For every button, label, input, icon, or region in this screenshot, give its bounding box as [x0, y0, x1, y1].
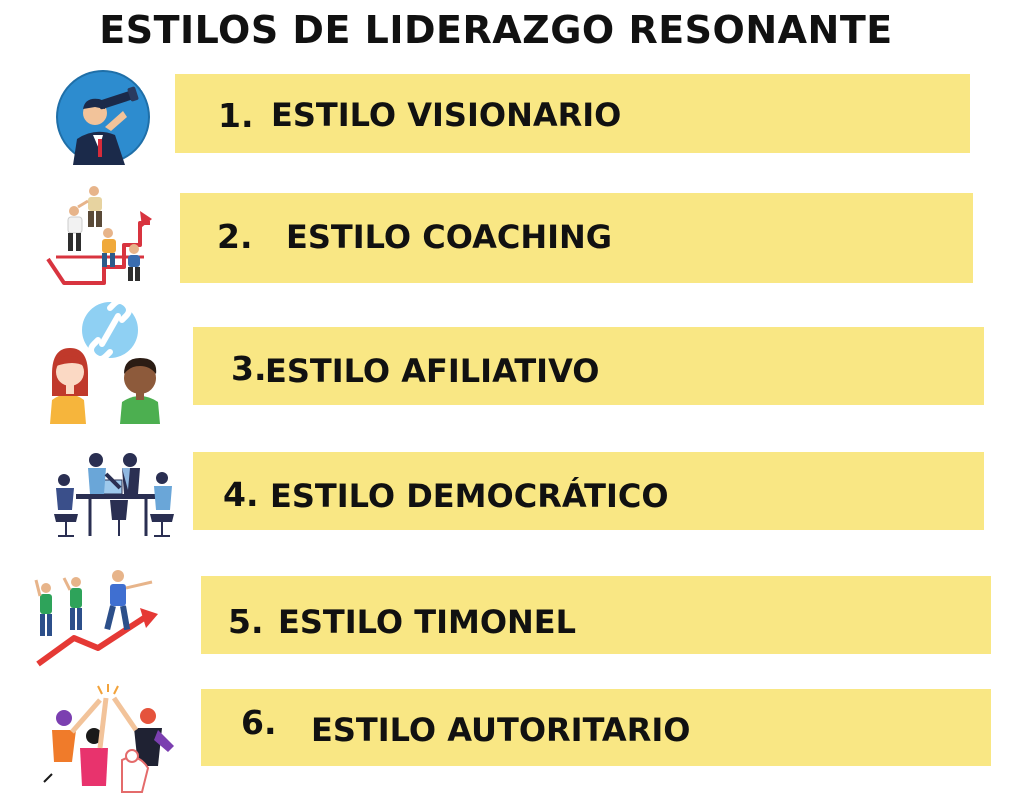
item-label: ESTILO AUTORITARIO [311, 711, 691, 749]
item-label: ESTILO AFILIATIVO [265, 352, 600, 390]
style-item-afiliativo: 3. ESTILO AFILIATIVO [193, 327, 984, 405]
item-number: 5. [228, 602, 264, 641]
coaching-stairs-icon [46, 186, 152, 285]
item-label: ESTILO VISIONARIO [271, 96, 622, 134]
item-label: ESTILO DEMOCRÁTICO [270, 477, 669, 515]
item-label: ESTILO COACHING [286, 218, 613, 256]
item-number: 2. [217, 217, 253, 256]
item-number: 3. [231, 349, 267, 388]
affiliative-link-icon [50, 300, 160, 424]
page-title: ESTILOS DE LIDERAZGO RESONANTE [99, 8, 893, 52]
style-item-autoritario: 6. ESTILO AUTORITARIO [201, 689, 991, 766]
style-item-timonel: 5. ESTILO TIMONEL [201, 576, 991, 654]
style-item-democratico: 4. ESTILO DEMOCRÁTICO [193, 452, 984, 530]
item-number: 4. [223, 475, 259, 514]
item-number: 6. [241, 703, 277, 742]
democratic-meeting-icon [54, 453, 174, 537]
item-label: ESTILO TIMONEL [278, 603, 577, 641]
visionary-spyglass-icon [56, 70, 150, 165]
authoritative-highfive-icon [43, 684, 174, 793]
style-item-visionario: 1. ESTILO VISIONARIO [175, 74, 970, 153]
style-item-coaching: 2. ESTILO COACHING [180, 193, 973, 283]
pacesetting-arrow-icon [34, 570, 158, 667]
item-number: 1. [218, 96, 254, 135]
